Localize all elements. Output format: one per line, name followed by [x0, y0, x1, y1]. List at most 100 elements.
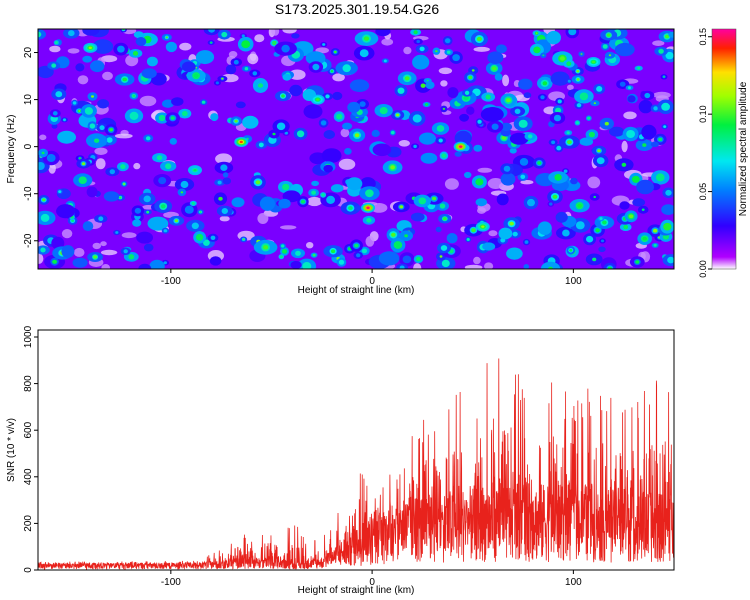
spectrogram-blob-core — [452, 54, 460, 62]
spectrogram-blob-peak — [420, 83, 426, 88]
spectrogram-blob-core — [361, 248, 368, 254]
spectrogram-blob-core — [391, 130, 395, 135]
spectrogram-blob-peak — [587, 117, 590, 119]
spectrogram-blob — [61, 245, 75, 258]
spectrogram-low-patch — [587, 176, 601, 189]
spectrogram-blob-core — [444, 38, 451, 44]
spectrogram-blob — [290, 261, 302, 269]
spectrogram-hotspot — [366, 206, 370, 210]
spectrogram-blob-peak — [273, 41, 276, 45]
spectrogram-blob — [446, 233, 458, 244]
spectrogram-blob-core — [667, 256, 674, 264]
spectrogram-blob-core — [296, 130, 305, 138]
spectrogram-low-patch — [219, 216, 230, 222]
spectrogram-blob-core — [165, 163, 172, 170]
spectrogram-low-patch — [398, 140, 410, 147]
snr-xtick-label: 0 — [369, 577, 375, 588]
spectrogram-blob-core — [440, 245, 448, 251]
spectrogram-blob — [466, 106, 475, 115]
spectrogram-low-patch — [133, 162, 141, 170]
spectrogram-low-patch — [440, 80, 448, 87]
spectrogram-blob-core — [551, 140, 556, 145]
spectrogram-blob-core — [163, 261, 167, 265]
spectrogram-blob — [235, 101, 246, 109]
spectrogram-blob-core — [215, 81, 219, 85]
spectrogram-blob-peak — [548, 266, 553, 269]
spectrogram-blob-core — [637, 66, 641, 70]
spectrogram-blob-peak — [234, 119, 238, 123]
spectrogram-blob-core — [555, 107, 562, 114]
spectrogram-blob-core — [145, 136, 151, 141]
spectrogram-low-patch — [623, 111, 637, 120]
spectrogram-blob-peak — [653, 228, 658, 233]
spectrogram-blob-peak — [41, 151, 45, 155]
spectrogram-blob — [136, 231, 154, 244]
spectrogram-blob-core — [533, 46, 541, 54]
spectrogram-blob-core — [210, 235, 216, 240]
spectrogram-blob — [435, 226, 442, 233]
spectrogram-low-patch — [67, 48, 80, 54]
spectrogram-blob — [342, 122, 353, 130]
spectrogram-blob — [321, 148, 342, 164]
spectrogram-blob — [242, 115, 259, 129]
spectrogram-blob-peak — [439, 255, 443, 258]
spectrogram-blob-core — [55, 91, 63, 98]
colorbar-tick-label: 0.00 — [698, 260, 708, 278]
spectrogram-low-patch — [247, 53, 259, 65]
spectrogram-blob-core — [379, 107, 388, 115]
spectrogram-blob-core — [540, 95, 545, 100]
spectrogram-ytick-label: 10 — [23, 94, 34, 106]
snr-xlabel: Height of straight line (km) — [298, 585, 415, 596]
spectrogram-blob-core — [383, 59, 387, 63]
spectrogram-blob-core — [106, 137, 113, 143]
spectrogram-blob-peak — [281, 94, 285, 98]
spectrogram-blob-core — [221, 31, 228, 38]
spectrogram-low-patch — [271, 29, 280, 36]
spectrogram-blob-peak — [663, 76, 665, 78]
spectrogram-blob-core — [658, 48, 664, 54]
spectrogram-blob-core — [653, 106, 658, 111]
spectrogram-blob-peak — [471, 228, 476, 233]
spectrogram-blob-core — [602, 44, 608, 49]
spectrogram-blob-core — [413, 144, 417, 149]
spectrogram-blob-core — [203, 239, 210, 246]
spectrogram-blob-core — [412, 114, 422, 123]
spectrogram-blob — [498, 227, 513, 240]
spectrogram-blob-peak — [119, 196, 122, 199]
snr-y-axis: 0 200 400 600 800 1000 — [23, 325, 38, 573]
spectrogram-blob-core — [576, 103, 582, 108]
spectrogram-blob-core — [441, 153, 447, 158]
spectrogram-low-patch — [39, 134, 47, 141]
spectrogram-blob-peak — [442, 107, 446, 110]
spectrogram-blob-peak — [313, 254, 315, 256]
spectrogram-blob — [82, 55, 93, 63]
colorbar-frame — [711, 28, 737, 270]
spectrogram-blob-core — [258, 142, 264, 148]
spectrogram-blob-core — [252, 71, 258, 76]
spectrogram-blob — [222, 172, 229, 178]
spectrogram-blob — [132, 219, 142, 227]
spectrogram-blob — [171, 97, 184, 106]
spectrogram-blob — [372, 143, 392, 157]
colorbar-tick-label: 0.05 — [698, 183, 708, 201]
spectrogram-blob-peak — [604, 121, 609, 126]
spectrogram-blob-core — [276, 122, 286, 131]
spectrogram-blob-core — [184, 205, 194, 214]
spectrogram-blob-core — [115, 231, 119, 234]
spectrogram-blob-core — [338, 259, 345, 265]
spectrogram-blob — [195, 50, 215, 65]
spectrogram-blob-core — [575, 221, 585, 230]
spectrogram-blob — [259, 196, 276, 211]
spectrogram-blob — [75, 63, 85, 72]
spectrogram-blob-peak — [146, 211, 149, 213]
spectrogram-blob — [638, 99, 653, 114]
spectrogram-blob-core — [563, 169, 568, 173]
spectrogram-blob — [323, 130, 335, 139]
spectrogram-blob — [546, 30, 561, 45]
spectrogram-blob-core — [58, 190, 62, 194]
spectrogram-blob-core — [143, 195, 151, 203]
spectrogram-blob-core — [599, 217, 603, 221]
spectrogram-blob-peak — [580, 53, 583, 55]
spectrogram-low-patch — [95, 158, 106, 170]
spectrogram-hotspot — [459, 145, 463, 148]
